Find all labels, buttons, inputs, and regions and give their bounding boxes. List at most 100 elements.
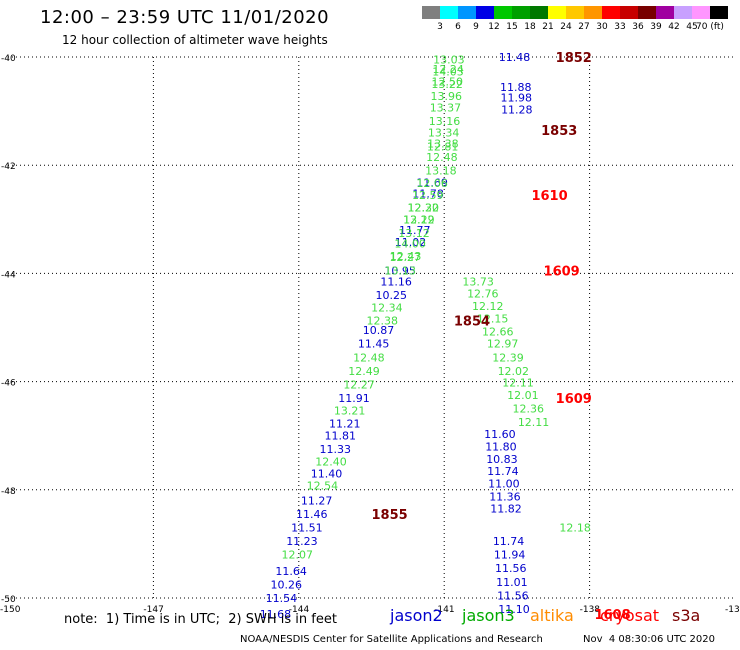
wave-height-reading: 13.16 bbox=[429, 115, 461, 128]
pass-time-label: 1608 bbox=[594, 608, 630, 623]
longitude-tick-label: -138 bbox=[580, 605, 601, 615]
longitude-tick-label: -141 bbox=[434, 605, 454, 615]
color-scale-swatch bbox=[602, 6, 620, 19]
wave-height-reading: 13.34 bbox=[428, 127, 460, 140]
wave-height-reading: 11.21 bbox=[329, 417, 361, 430]
wave-height-reading: 11.56 bbox=[495, 562, 527, 575]
color-scale-label: 15 bbox=[506, 22, 518, 32]
wave-height-reading: 11.56 bbox=[497, 589, 529, 602]
wave-height-reading: 12.27 bbox=[389, 251, 421, 264]
wave-height-reading: 13.13 bbox=[385, 265, 417, 278]
wave-height-reading: 12.50 bbox=[432, 75, 464, 88]
wave-height-reading: 13.03 bbox=[433, 54, 465, 67]
wave-height-reading: 12.39 bbox=[492, 351, 524, 364]
color-scale-label: 24 bbox=[560, 22, 572, 32]
wave-height-reading: 12.34 bbox=[371, 301, 403, 314]
wave-height-reading: 11.69 bbox=[416, 177, 448, 190]
color-scale-swatch bbox=[512, 6, 530, 19]
wave-height-reading: 12.66 bbox=[482, 325, 514, 338]
wave-height-reading: 11.77 bbox=[399, 224, 431, 237]
wave-height-reading: 12.38 bbox=[366, 314, 398, 327]
latitude-tick-label: -40 bbox=[1, 54, 16, 64]
wave-height-reading: 12.40 bbox=[315, 456, 347, 469]
wave-height-reading: 12.07 bbox=[281, 549, 313, 562]
wave-height-reading: 12.54 bbox=[307, 479, 339, 492]
wave-height-reading: 13.12 bbox=[398, 227, 430, 240]
wave-height-reading: 12.97 bbox=[487, 338, 519, 351]
color-scale-swatch bbox=[548, 6, 566, 19]
units-note: note: 1) Time is in UTC; 2) SWH is in fe… bbox=[64, 612, 337, 627]
wave-height-reading: 11.91 bbox=[338, 392, 370, 405]
pass-time-label: 1852 bbox=[556, 51, 592, 66]
wave-height-reading: 11.54 bbox=[266, 592, 298, 605]
color-scale-swatch bbox=[566, 6, 584, 19]
color-scale-label: 9 bbox=[473, 22, 479, 32]
wave-height-reading: 10.25 bbox=[376, 289, 408, 302]
wave-height-reading: 10.95 bbox=[384, 265, 416, 278]
legend-cryosat: cryosat bbox=[600, 606, 660, 625]
pass-time-label: 1853 bbox=[541, 124, 577, 139]
wave-height-reading: 12.19 bbox=[403, 213, 435, 226]
wave-height-reading: 11.80 bbox=[485, 441, 517, 454]
wave-height-reading: 11.74 bbox=[487, 465, 519, 478]
wave-height-reading: 12.01 bbox=[507, 389, 539, 402]
color-scale-swatch bbox=[656, 6, 674, 19]
wave-height-reading: 14.00 bbox=[394, 238, 426, 251]
page-subtitle: 12 hour collection of altimeter wave hei… bbox=[62, 33, 328, 47]
wave-height-reading: 11.16 bbox=[380, 276, 412, 289]
color-scale-label: 36 bbox=[632, 22, 644, 32]
wave-height-reading: 11.78 bbox=[412, 187, 444, 200]
wave-height-reading: 11.45 bbox=[358, 338, 390, 351]
color-scale-swatch bbox=[422, 6, 440, 19]
color-scale-swatch bbox=[440, 6, 458, 19]
wave-height-reading: 10.26 bbox=[270, 578, 302, 591]
wave-height-reading: 12.12 bbox=[472, 300, 504, 313]
wave-height-reading: 12.48 bbox=[353, 351, 385, 364]
wave-height-reading: 10.87 bbox=[363, 324, 395, 337]
legend-s3a: s3a bbox=[672, 606, 701, 625]
longitude-tick-label: -135 bbox=[725, 605, 740, 615]
pass-time-label: 1609 bbox=[556, 392, 592, 407]
wave-height-reading: 11.64 bbox=[275, 565, 307, 578]
wave-height-reading: 12.27 bbox=[343, 378, 375, 391]
color-scale-swatch bbox=[494, 6, 512, 19]
wave-height-reading: 12.36 bbox=[512, 403, 544, 416]
wave-height-reading: 11.00 bbox=[488, 477, 520, 490]
wave-height-reading: 14.03 bbox=[432, 66, 464, 79]
wave-height-reading: 12.11 bbox=[502, 377, 534, 390]
wave-height-reading: 12.43 bbox=[390, 250, 422, 263]
wave-height-reading: 11.23 bbox=[286, 535, 318, 548]
color-scale-swatch bbox=[458, 6, 476, 19]
color-scale-label: 3 bbox=[437, 22, 443, 32]
legend-altika: altika bbox=[530, 606, 574, 625]
wave-height-reading: 12.02 bbox=[498, 365, 530, 378]
color-scale-label: 45 bbox=[686, 22, 698, 32]
wave-height-reading: 11.33 bbox=[320, 443, 352, 456]
wave-height-reading: 13.73 bbox=[462, 276, 494, 289]
longitude-tick-label: -150 bbox=[0, 605, 21, 615]
wave-height-reading: 12.20 bbox=[408, 201, 440, 214]
latitude-tick-label: -48 bbox=[1, 487, 16, 497]
wave-height-reading: 11.10 bbox=[498, 603, 530, 616]
pass-time-label: 1855 bbox=[372, 508, 408, 523]
latitude-tick-label: -42 bbox=[1, 162, 16, 172]
legend-jason2: jason2 bbox=[390, 606, 443, 625]
color-scale-label: 18 bbox=[524, 22, 536, 32]
wave-height-reading: 11.27 bbox=[301, 495, 333, 508]
color-scale-label: 12 bbox=[488, 22, 500, 32]
color-scale-label: 6 bbox=[455, 22, 461, 32]
longitude-tick-label: -144 bbox=[289, 605, 310, 615]
wave-height-reading: 11.36 bbox=[489, 490, 521, 503]
color-scale-swatch bbox=[710, 6, 728, 19]
wave-height-reading: 13.21 bbox=[334, 404, 366, 417]
color-scale-swatch bbox=[674, 6, 692, 19]
wave-height-reading: 11.98 bbox=[501, 92, 533, 105]
legend-jason3: jason3 bbox=[462, 606, 515, 625]
wave-height-reading: 13.22 bbox=[431, 78, 463, 91]
wave-height-reading: 10.83 bbox=[486, 453, 518, 466]
axis-tick-labels: -40 -42 -44 -46 -48 -50-150 -147 -144 -141 -138 -1… bbox=[0, 54, 740, 615]
wave-height-reading: 11.46 bbox=[296, 508, 328, 521]
wave-height-reading: 12.49 bbox=[348, 365, 380, 378]
color-scale-label: 33 bbox=[614, 22, 626, 32]
